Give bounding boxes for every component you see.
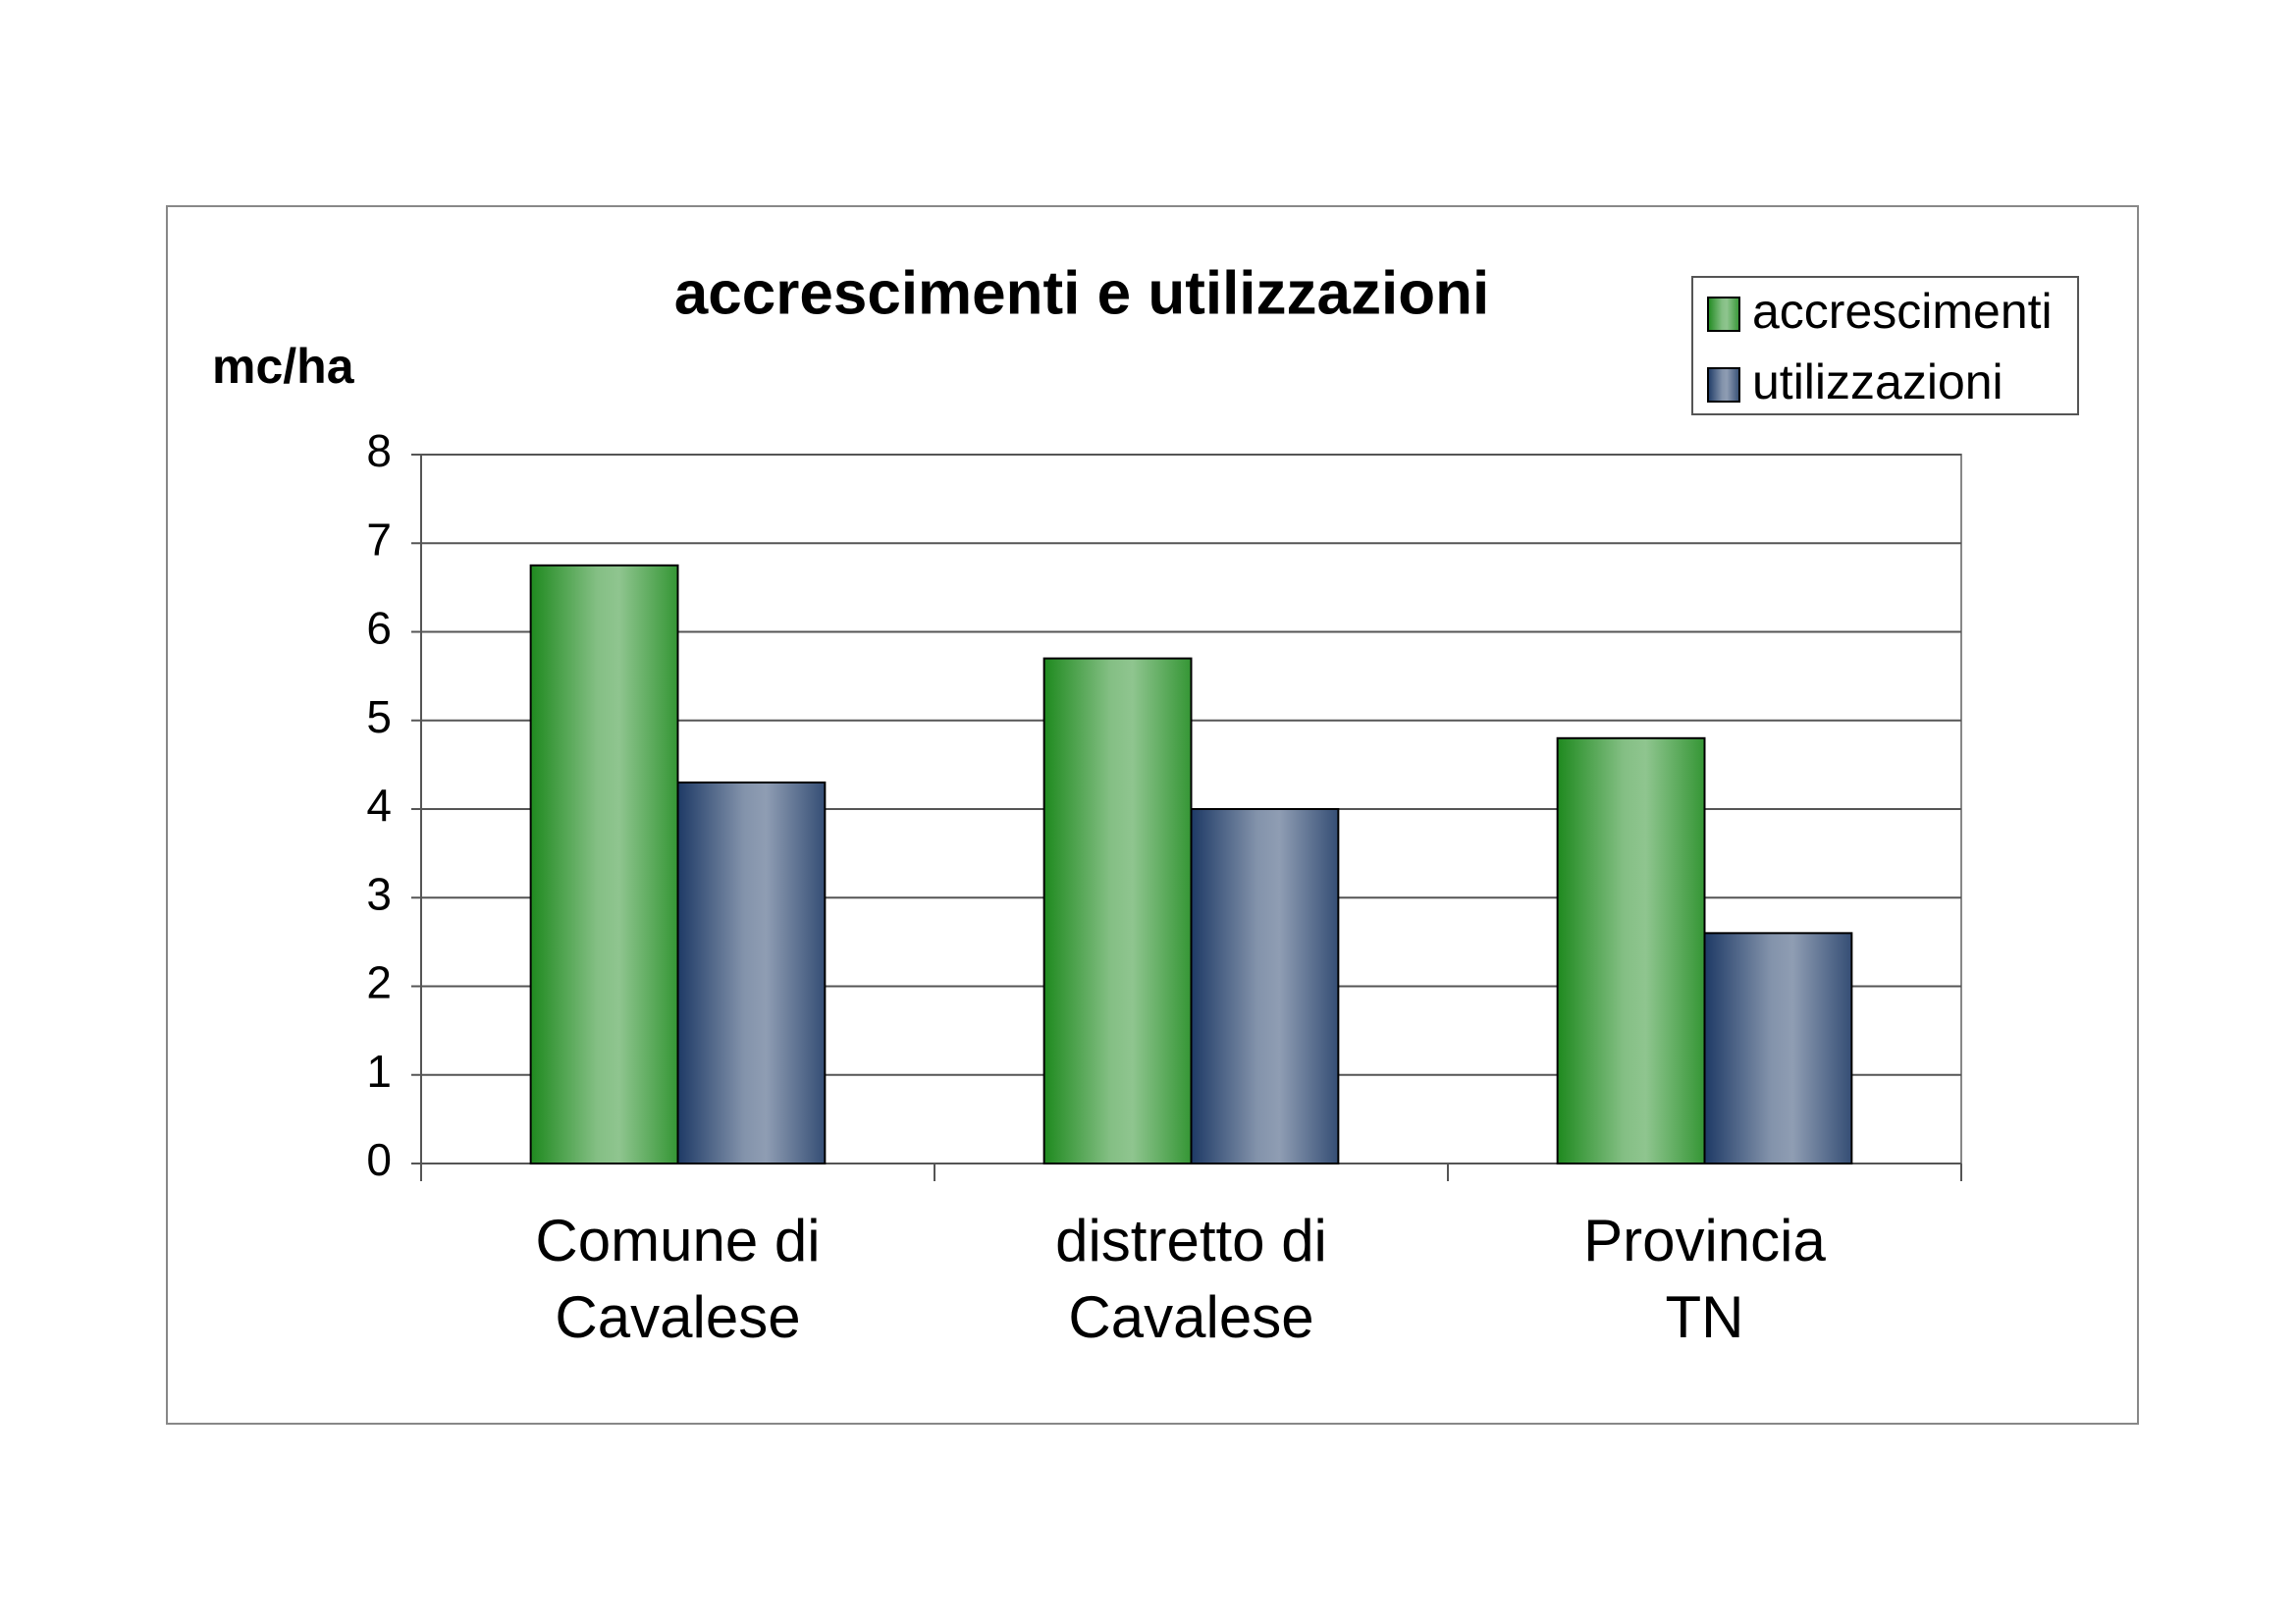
bar: [676, 781, 827, 1164]
bar: [1190, 808, 1340, 1164]
bar: [1703, 932, 1853, 1164]
y-tick-label: 1: [366, 1046, 392, 1097]
y-tick-label: 7: [366, 514, 392, 565]
y-axis-label: mc/ha: [212, 339, 355, 394]
bar: [1042, 657, 1193, 1164]
x-tick-label: Comune di Cavalese: [535, 1208, 821, 1350]
y-tick-label: 4: [366, 780, 392, 831]
y-tick-label: 8: [366, 425, 392, 476]
legend-swatch: [1707, 297, 1740, 332]
legend-label: accrescimenti: [1752, 284, 2053, 339]
y-tick-label: 0: [366, 1134, 392, 1185]
y-tick-label: 3: [366, 868, 392, 919]
bar: [529, 564, 679, 1164]
x-tick-label: distretto di Cavalese: [1055, 1208, 1327, 1350]
x-label-box: Comune di Cavalese: [535, 1208, 821, 1350]
bar: [1556, 736, 1706, 1164]
legend-label: utilizzazioni: [1752, 354, 2003, 409]
y-tick-label: 2: [366, 957, 392, 1008]
chart-title: accrescimenti e utilizzazioni: [674, 259, 1489, 327]
y-tick-label: 6: [366, 603, 392, 654]
y-tick-label: 5: [366, 691, 392, 742]
legend: [1691, 276, 2079, 415]
x-label-box: Provincia TN: [1583, 1208, 1826, 1350]
x-label-box: distretto di Cavalese: [1055, 1208, 1327, 1350]
legend-swatch: [1707, 367, 1740, 403]
x-tick-label: Provincia TN: [1583, 1208, 1826, 1350]
